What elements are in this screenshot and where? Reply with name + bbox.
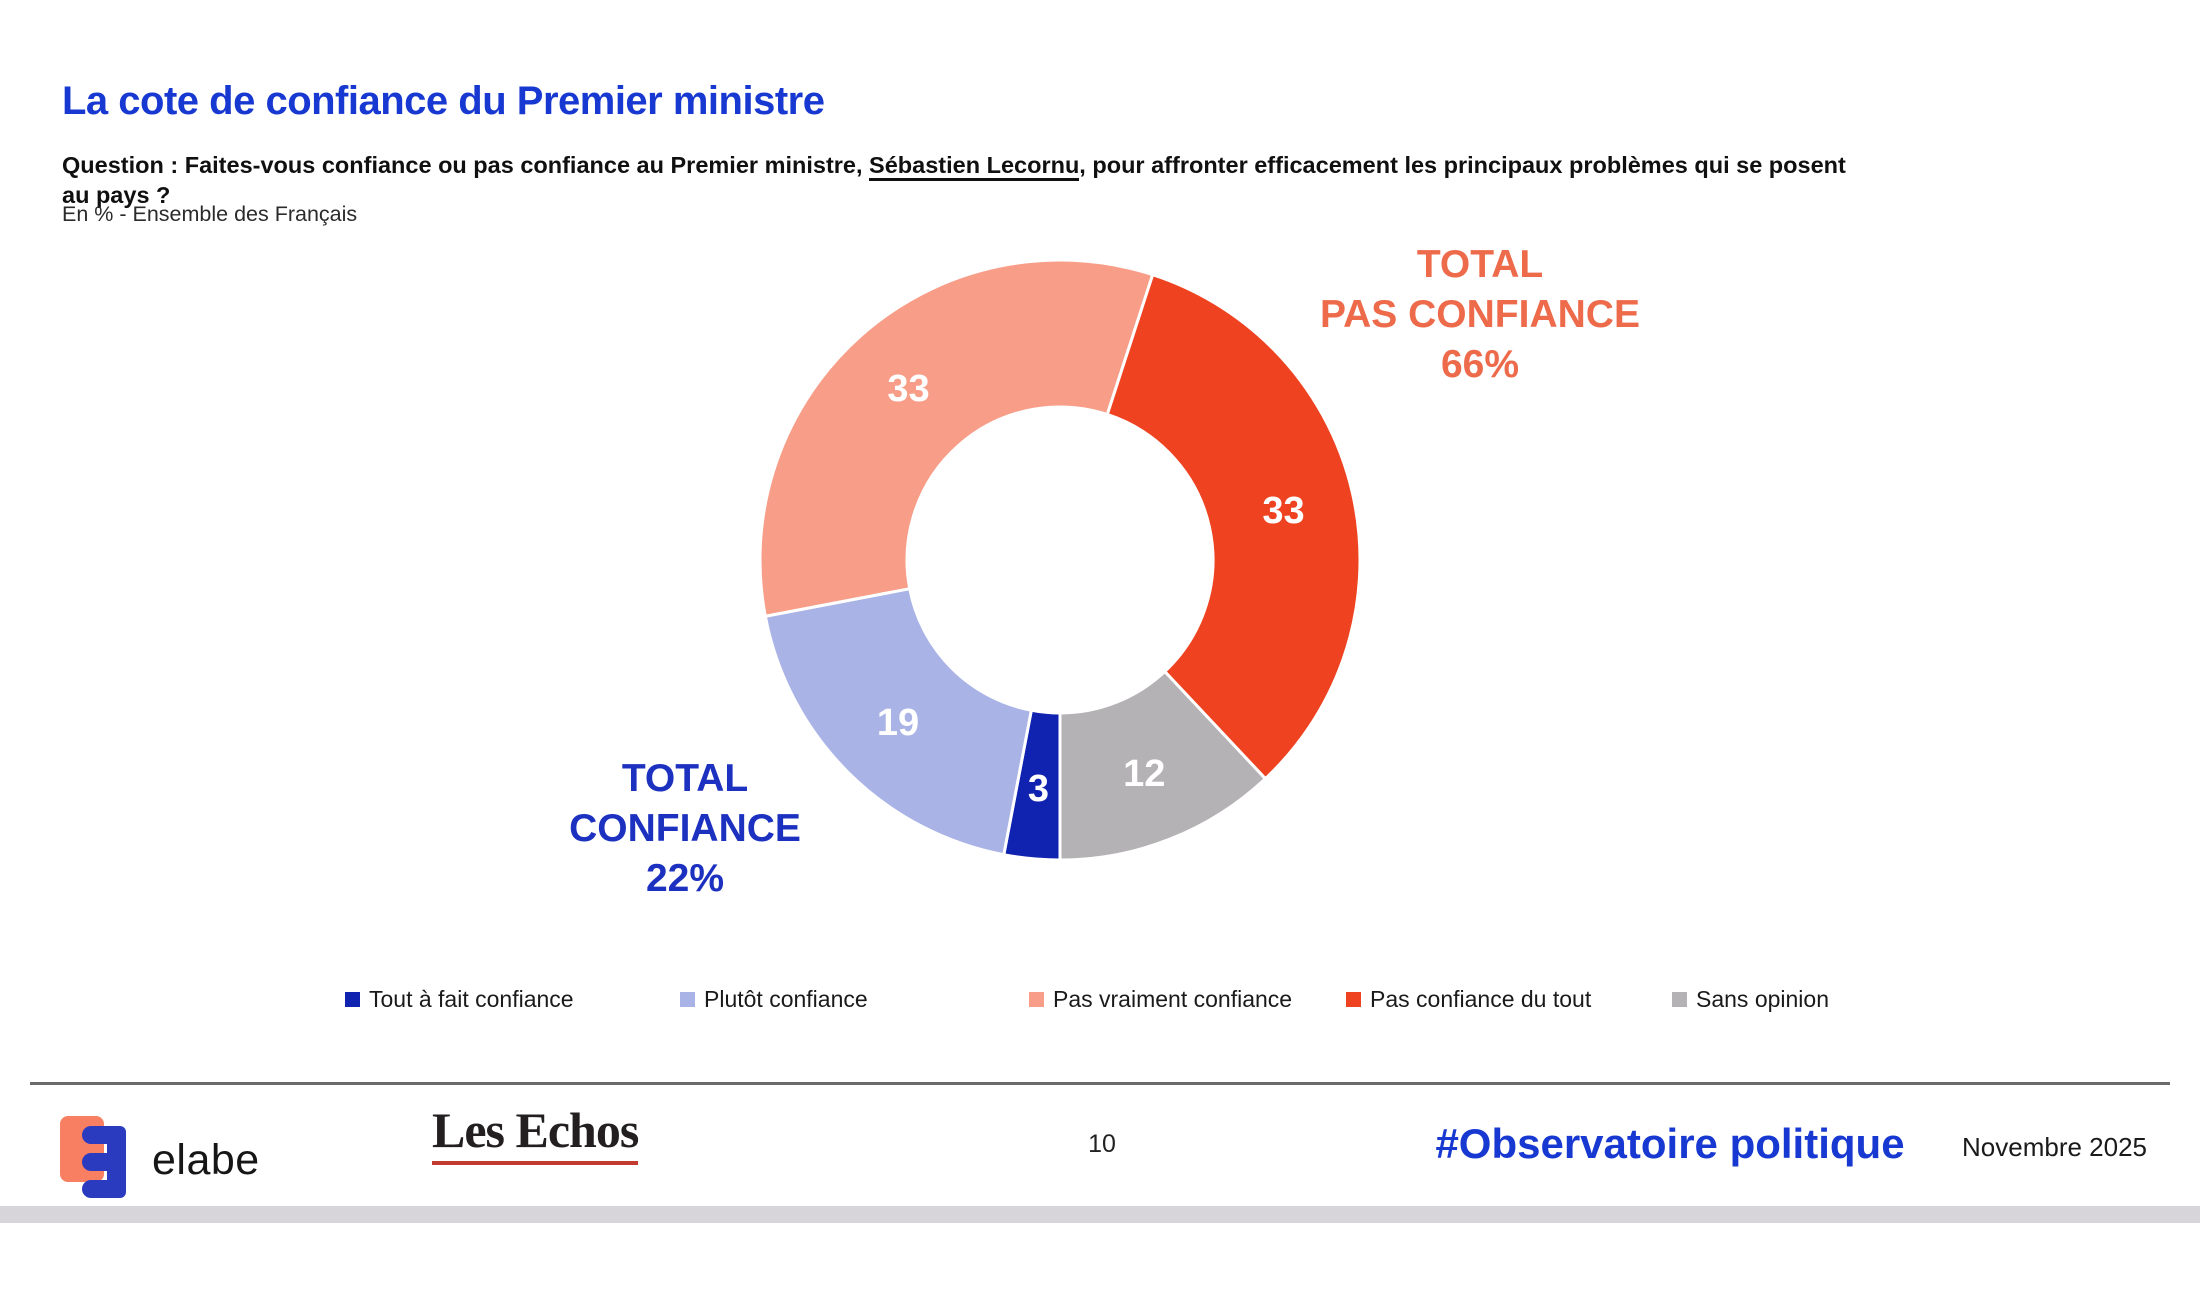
chart-subtitle: En % - Ensemble des Français: [62, 202, 358, 226]
donut-chart: 3 19 33 33 12: [758, 258, 1362, 862]
donut-slice-4: [1058, 670, 1267, 862]
total-confiance-line2: CONFIANCE: [569, 807, 801, 850]
legend-item-pas-vraiment-confiance: Pas vraiment confiance: [1029, 986, 1292, 1012]
slice-value-label-1: 19: [877, 702, 919, 744]
legend-swatch-tout-a-fait-confiance: [345, 991, 360, 1007]
question-person-underlined: Sébastien Lecornu: [869, 151, 1080, 181]
slice-value-label-2: 33: [887, 368, 929, 410]
footer-date: Novembre 2025: [1962, 1132, 2147, 1162]
legend-swatch-pas-vraiment-confiance: [1029, 991, 1044, 1007]
total-pas-confiance-label: TOTAL PAS CONFIANCE 66%: [1250, 240, 1710, 390]
legend-item-pas-confiance-du-tout: Pas confiance du tout: [1346, 986, 1591, 1012]
donut-slice-1: [763, 587, 1033, 857]
slice-value-label-4: 12: [1123, 753, 1165, 795]
total-pas-confiance-line1: TOTAL: [1416, 243, 1544, 286]
legend-item-plutot-confiance: Plutôt confiance: [680, 986, 868, 1012]
elabe-logo-icon: [60, 1116, 126, 1198]
bottom-gray-bar: [0, 1206, 2200, 1223]
legend-label: Pas vraiment confiance: [1053, 985, 1293, 1012]
total-pas-confiance-line2: PAS CONFIANCE: [1320, 293, 1640, 336]
donut-slice-3: [1105, 273, 1362, 781]
total-confiance-value: 22%: [645, 857, 725, 900]
legend-label: Sans opinion: [1696, 985, 1829, 1012]
les-echos-logo: Les Echos: [432, 1104, 639, 1165]
legend-item-tout-a-fait-confiance: Tout à fait confiance: [345, 986, 574, 1012]
total-confiance-label: TOTAL CONFIANCE 22%: [455, 754, 915, 904]
legend-label: Pas confiance du tout: [1370, 985, 1592, 1012]
question-text: Question : Faites-vous confiance ou pas …: [62, 150, 1862, 210]
legend-label: Plutôt confiance: [704, 985, 868, 1012]
legend-item-sans-opinion: Sans opinion: [1672, 986, 1829, 1012]
legend-label: Tout à fait confiance: [369, 985, 574, 1012]
elabe-brand-text: elabe: [152, 1136, 260, 1184]
legend-swatch-plutot-confiance: [680, 991, 695, 1007]
slice-value-label-0: 3: [1028, 768, 1049, 810]
page-number: 10: [1088, 1130, 1116, 1158]
observatoire-politique-hashtag: #Observatoire politique: [1435, 1120, 1905, 1167]
legend-swatch-sans-opinion: [1672, 991, 1687, 1007]
total-confiance-line1: TOTAL: [621, 757, 749, 800]
page-title: La cote de confiance du Premier ministre: [62, 78, 825, 123]
slice-value-label-3: 33: [1262, 490, 1304, 532]
footer-separator-line: [30, 1082, 2170, 1085]
legend-swatch-pas-confiance-du-tout: [1346, 991, 1361, 1007]
donut-slice-2: [758, 258, 1155, 618]
total-pas-confiance-value: 66%: [1440, 343, 1520, 386]
question-suffix: , pour affronter efficacement les princi…: [62, 151, 1846, 208]
question-prefix: Question : Faites-vous confiance ou pas …: [62, 151, 870, 178]
